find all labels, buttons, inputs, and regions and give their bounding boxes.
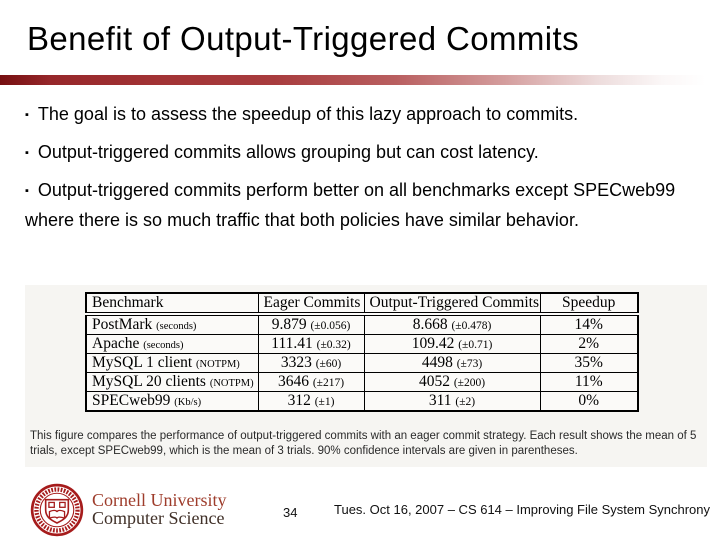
- otc-value: 4498: [421, 354, 453, 372]
- benchmark-name: PostMark: [92, 316, 153, 333]
- speedup-cell: 11%: [539, 372, 639, 392]
- page-title: Benefit of Output-Triggered Commits: [27, 20, 579, 57]
- eager-ci: (±60): [315, 358, 342, 370]
- cornell-wordmark-line2: Computer Science: [92, 508, 225, 528]
- eager-value: 3323: [280, 354, 312, 372]
- eager-cell: 111.41 (±0.32): [257, 334, 365, 354]
- bullet-item-grouping: ▪ Output-triggered commits allows groupin…: [25, 139, 539, 169]
- otc-ci: (±0.71): [458, 339, 493, 351]
- bullet-marker: ▪: [25, 185, 29, 197]
- otc-ci: (±2): [455, 396, 476, 408]
- eager-ci: (±0.056): [310, 320, 351, 332]
- otc-value: 4052: [418, 373, 450, 391]
- eager-value: 3646: [277, 373, 309, 391]
- column-header-output-triggered-commits: Output-Triggered Commits: [363, 292, 541, 316]
- table-row: MySQL 20 clients (NOTPM) 3646 (±217) 405…: [85, 372, 639, 392]
- bullet-item-goal: ▪ The goal is to assess the speedup of th…: [25, 101, 578, 131]
- figure-caption: This figure compares the performance of …: [30, 430, 697, 457]
- otc-ci: (±0.478): [451, 320, 492, 332]
- bullet-text: Output-triggered commits allows grouping…: [37, 142, 539, 162]
- bullet-item-benchmarks: ▪ Output-triggered commits perform better…: [25, 177, 685, 234]
- otc-cell: 4052 (±200): [363, 372, 541, 392]
- eager-ci: (±0.32): [316, 339, 351, 351]
- eager-ci: (±217): [312, 377, 345, 389]
- eager-cell: 3646 (±217): [257, 372, 365, 392]
- page-number: 34: [283, 505, 298, 520]
- bullet-marker: ▪: [25, 109, 29, 121]
- bullet-text: The goal is to assess the speedup of thi…: [37, 104, 579, 124]
- benchmark-unit: (seconds): [143, 340, 184, 351]
- eager-value: 111.41: [271, 335, 313, 353]
- otc-value: 311: [428, 392, 452, 409]
- eager-cell: 3323 (±60): [257, 353, 365, 373]
- benchmark-name: Apache: [92, 335, 140, 353]
- benchmark-cell: SPECweb99 (Kb/s): [85, 391, 259, 412]
- session-info: Tues. Oct 16, 2007 – CS 614 – Improving …: [334, 502, 710, 517]
- title-accent-bar: [0, 75, 720, 85]
- otc-cell: 109.42 (±0.71): [363, 334, 541, 354]
- speedup-cell: 14%: [539, 313, 639, 335]
- benchmark-name: MySQL 1 client: [92, 354, 193, 372]
- benchmark-name: SPECweb99: [92, 392, 171, 409]
- table-row: SPECweb99 (Kb/s) 312 (±1) 311 (±2) 0%: [85, 391, 639, 412]
- eager-value: 312: [287, 392, 311, 409]
- benchmark-unit: (seconds): [156, 321, 197, 332]
- benchmark-cell: MySQL 20 clients (NOTPM): [85, 372, 259, 392]
- eager-ci: (±1): [314, 396, 335, 408]
- benchmark-cell: Apache (seconds): [85, 334, 259, 354]
- eager-value: 9.879: [271, 316, 307, 333]
- speedup-cell: 2%: [539, 334, 639, 354]
- column-header-speedup: Speedup: [539, 292, 639, 316]
- benchmark-cell: PostMark (seconds): [85, 313, 259, 335]
- cornell-wordmark: Cornell University Computer Science: [92, 491, 226, 527]
- otc-value: 109.42: [411, 335, 455, 353]
- otc-ci: (±200): [453, 377, 486, 389]
- results-table: Benchmark Eager Commits Output-Triggered…: [85, 292, 639, 412]
- benchmark-name: MySQL 20 clients: [92, 373, 206, 391]
- speedup-cell: 0%: [539, 391, 639, 412]
- bullet-text: Output-triggered commits perform better …: [25, 180, 676, 230]
- table-row: Apache (seconds) 111.41 (±0.32) 109.42 (…: [85, 334, 639, 354]
- otc-cell: 8.668 (±0.478): [363, 313, 541, 335]
- otc-cell: 311 (±2): [363, 391, 541, 412]
- benchmark-unit: (Kb/s): [174, 397, 202, 408]
- otc-cell: 4498 (±73): [363, 353, 541, 373]
- speedup-cell: 35%: [539, 353, 639, 373]
- eager-cell: 312 (±1): [257, 391, 365, 412]
- benchmark-cell: MySQL 1 client (NOTPM): [85, 353, 259, 373]
- column-header-benchmark: Benchmark: [85, 292, 259, 316]
- otc-ci: (±73): [456, 358, 483, 370]
- table-row: MySQL 1 client (NOTPM) 3323 (±60) 4498 (…: [85, 353, 639, 373]
- otc-value: 8.668: [412, 316, 448, 333]
- benchmark-unit: (NOTPM): [196, 359, 240, 370]
- table-header-row: Benchmark Eager Commits Output-Triggered…: [85, 292, 639, 316]
- cornell-wordmark-line1: Cornell University: [92, 490, 227, 510]
- eager-cell: 9.879 (±0.056): [257, 313, 365, 335]
- table-row: PostMark (seconds) 9.879 (±0.056) 8.668 …: [85, 313, 639, 335]
- column-header-eager-commits: Eager Commits: [257, 292, 365, 316]
- bullet-marker: ▪: [25, 147, 29, 159]
- benchmark-unit: (NOTPM): [209, 378, 254, 389]
- cornell-seal-icon: [30, 483, 84, 537]
